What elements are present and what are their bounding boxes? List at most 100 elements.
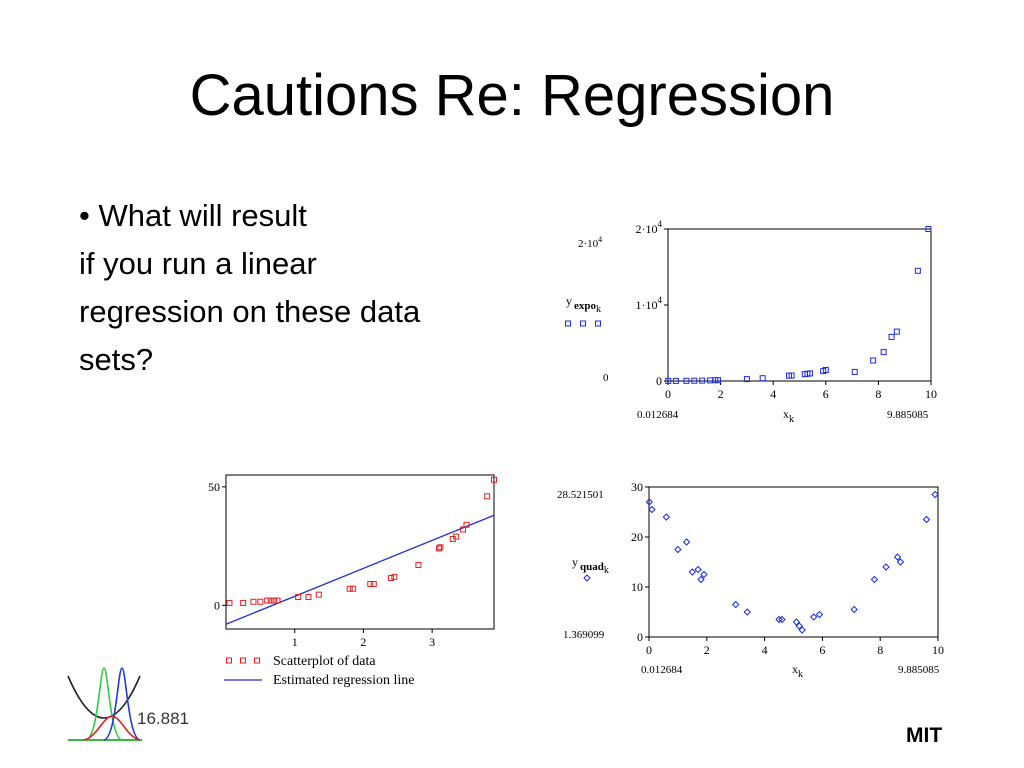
data-point <box>788 372 795 379</box>
ylabel-marker <box>565 320 571 327</box>
data-point <box>850 605 858 614</box>
x-tick-label: 3 <box>429 635 435 649</box>
y-tick-label: 0 <box>637 630 643 644</box>
data-point <box>807 370 814 377</box>
data-point <box>699 377 706 384</box>
data-point <box>778 615 786 624</box>
data-point <box>645 498 653 506</box>
data-point <box>731 600 740 609</box>
footer-mit: MIT <box>906 724 943 747</box>
plot-frame <box>667 228 932 382</box>
y-tick-label: 30 <box>631 480 643 494</box>
y-tick-label: 2·104 <box>636 219 663 236</box>
data-point <box>665 377 672 384</box>
data-point <box>274 597 281 604</box>
data-point <box>925 226 932 232</box>
data-point <box>305 594 312 601</box>
data-point <box>743 376 750 383</box>
x-tick-label: 2 <box>718 387 724 401</box>
data-point <box>226 599 233 606</box>
data-point <box>257 598 264 605</box>
data-point <box>437 544 444 551</box>
x-tick-label: 8 <box>875 387 881 401</box>
data-point <box>822 366 829 373</box>
x-tick-label: 10 <box>932 643 944 657</box>
y-min-label: 0 <box>603 372 609 384</box>
bullet-line: regression on these data <box>79 294 421 329</box>
logo-parabola <box>67 675 141 719</box>
data-point <box>315 591 322 598</box>
chart-expo: 0 2 4 6 8 10 0 1·104 2·104 2·104 0 y expok 0.012684 9.… <box>565 219 937 425</box>
legend-label: Scatterplot of data <box>273 654 376 669</box>
data-point <box>896 558 905 566</box>
y-axis-label: y quadk <box>572 555 609 576</box>
data-point <box>914 267 921 274</box>
bullet-line: sets? <box>79 342 154 377</box>
x-min-label: 0.012684 <box>641 664 683 676</box>
data-point <box>810 613 818 621</box>
data-point <box>694 565 702 574</box>
logo-red-curve <box>83 715 141 741</box>
chart-quad: 0 2 4 6 8 10 0 10 20 30 28.521501 1.369099 y quadk 0.0… <box>557 480 944 680</box>
data-point <box>888 333 895 340</box>
y-min-label: 1.369099 <box>563 629 605 641</box>
y-tick-exponent: 4 <box>658 219 663 229</box>
x-tick-label: 8 <box>877 643 883 657</box>
data-point <box>798 626 806 634</box>
data-point <box>880 349 887 356</box>
data-point <box>648 505 656 514</box>
x-tick-label: 4 <box>762 643 768 657</box>
data-point <box>815 610 824 619</box>
data-point <box>682 538 691 546</box>
data-point <box>759 375 766 382</box>
data-point <box>674 545 682 554</box>
legend-label: Estimated regression line <box>273 673 415 688</box>
data-point <box>795 622 803 630</box>
data-point <box>271 597 278 604</box>
bullet-line: if you run a linear <box>79 246 317 281</box>
y-max-label: 28.521501 <box>557 489 604 501</box>
data-point <box>436 545 443 552</box>
ylabel-marker <box>583 574 591 582</box>
data-point <box>882 563 890 571</box>
y-tick-label: 50 <box>208 480 220 494</box>
regression-line <box>225 514 495 625</box>
logo-number: 16.881 <box>137 709 189 728</box>
x-tick-label: 2 <box>704 643 710 657</box>
y-axis-label: y expok <box>566 294 601 315</box>
x-axis-label: xk <box>783 407 794 425</box>
data-point <box>387 575 394 582</box>
slide-title: Cautions Re: Regression <box>189 63 835 128</box>
data-point <box>453 533 460 540</box>
bullet-text: • What will result if you run a linear r… <box>79 192 539 384</box>
logo-icon <box>67 667 142 741</box>
data-point <box>662 513 671 521</box>
y-tick-exponent: 4 <box>658 295 663 305</box>
chart-linear: 1 2 3 0 50 Scatterplot of data Estimated regre… <box>208 474 497 688</box>
data-point <box>367 580 374 587</box>
y-tick-label: 10 <box>631 580 643 594</box>
data-point <box>922 515 931 524</box>
ylabel-marker <box>580 320 586 327</box>
data-point <box>691 377 698 384</box>
data-point <box>931 490 939 499</box>
data-point <box>491 476 497 483</box>
y-axis-label-sub: quad <box>580 561 604 573</box>
data-point <box>350 585 357 592</box>
data-point <box>267 597 274 604</box>
data-point <box>370 580 377 587</box>
y-axis-label-sub: expo <box>574 300 597 312</box>
legend-marker <box>226 657 232 664</box>
x-axis-label: xk <box>792 662 803 680</box>
x-tick-label: 0 <box>646 643 652 657</box>
x-tick-label: 6 <box>819 643 825 657</box>
x-tick-label: 2 <box>360 635 366 649</box>
data-point <box>707 377 714 384</box>
y-axis-label-idx: k <box>604 565 609 576</box>
data-point <box>775 615 783 624</box>
data-point <box>683 377 690 384</box>
legend-marker <box>254 657 260 664</box>
x-tick-label: 10 <box>925 387 937 401</box>
data-point <box>893 328 900 335</box>
